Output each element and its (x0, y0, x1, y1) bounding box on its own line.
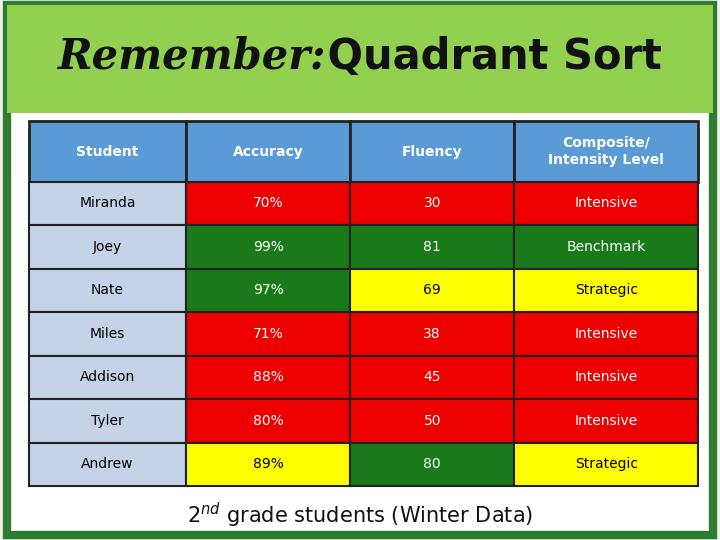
Text: Remember:: Remember: (58, 36, 326, 78)
Text: Miles: Miles (90, 327, 125, 341)
Text: 69: 69 (423, 284, 441, 298)
Bar (29, 225, 186, 268)
Bar (186, 399, 350, 442)
Text: 2$^{nd}$ grade students (Winter Data): 2$^{nd}$ grade students (Winter Data) (187, 501, 533, 530)
Bar (514, 312, 698, 355)
Text: Benchmark: Benchmark (567, 240, 646, 254)
Bar (29, 442, 186, 486)
Text: Addison: Addison (80, 370, 135, 384)
Text: 71%: 71% (253, 327, 284, 341)
Bar (186, 312, 350, 355)
Bar (186, 122, 350, 181)
Text: Intensive: Intensive (575, 327, 638, 341)
Bar (350, 122, 514, 181)
Bar (514, 399, 698, 442)
Text: 97%: 97% (253, 284, 284, 298)
Bar (350, 225, 514, 268)
Bar (350, 312, 514, 355)
Text: Intensive: Intensive (575, 414, 638, 428)
Bar (350, 399, 514, 442)
Text: 88%: 88% (253, 370, 284, 384)
Text: 70%: 70% (253, 197, 284, 211)
Text: Joey: Joey (93, 240, 122, 254)
Text: Nate: Nate (91, 284, 124, 298)
Text: 30: 30 (423, 197, 441, 211)
Text: Intensive: Intensive (575, 370, 638, 384)
Bar (350, 268, 514, 312)
Bar (186, 355, 350, 399)
Text: 38: 38 (423, 327, 441, 341)
Text: Strategic: Strategic (575, 284, 638, 298)
Bar (350, 355, 514, 399)
Text: Student: Student (76, 145, 139, 159)
Bar (186, 181, 350, 225)
Text: 45: 45 (423, 370, 441, 384)
Text: Fluency: Fluency (402, 145, 462, 159)
Bar (29, 355, 186, 399)
Bar (514, 355, 698, 399)
Bar (186, 268, 350, 312)
Bar (514, 225, 698, 268)
Text: Intensive: Intensive (575, 197, 638, 211)
Bar (186, 225, 350, 268)
Bar (29, 268, 186, 312)
Bar (186, 442, 350, 486)
Text: Miranda: Miranda (79, 197, 136, 211)
Bar (514, 268, 698, 312)
Bar (514, 181, 698, 225)
Bar (29, 399, 186, 442)
Bar (29, 181, 186, 225)
Text: Composite/
Intensity Level: Composite/ Intensity Level (549, 137, 665, 167)
Text: Quadrant Sort: Quadrant Sort (313, 36, 662, 78)
Text: 80%: 80% (253, 414, 284, 428)
Bar (7, 5, 713, 113)
Text: Accuracy: Accuracy (233, 145, 304, 159)
Text: Strategic: Strategic (575, 457, 638, 471)
Bar (29, 122, 186, 181)
Bar (514, 122, 698, 181)
Bar (514, 442, 698, 486)
Text: 80: 80 (423, 457, 441, 471)
Bar (350, 181, 514, 225)
Bar (350, 442, 514, 486)
Text: Andrew: Andrew (81, 457, 134, 471)
Text: 81: 81 (423, 240, 441, 254)
Text: 89%: 89% (253, 457, 284, 471)
Text: Tyler: Tyler (91, 414, 124, 428)
Text: 50: 50 (423, 414, 441, 428)
Text: 99%: 99% (253, 240, 284, 254)
Bar (29, 312, 186, 355)
